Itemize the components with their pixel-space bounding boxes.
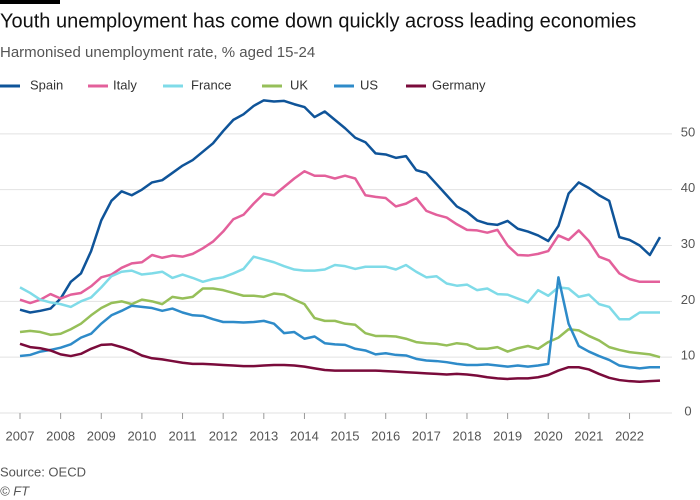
series-line xyxy=(19,99,662,314)
legend-label: UK xyxy=(290,77,308,92)
legend-label: France xyxy=(191,77,231,92)
x-tick-label: 2013 xyxy=(249,428,278,443)
x-tick-label: 2015 xyxy=(331,428,360,443)
legend-label: Italy xyxy=(113,77,137,92)
credit: © FT xyxy=(0,483,30,498)
y-tick-label: 40 xyxy=(681,180,695,195)
y-tick-label: 50 xyxy=(681,124,695,139)
x-tick-label: 2020 xyxy=(534,428,563,443)
y-tick-label: 20 xyxy=(681,292,695,307)
x-tick-label: 2018 xyxy=(453,428,482,443)
chart-subtitle: Harmonised unemployment rate, % aged 15-… xyxy=(0,44,315,61)
x-tick-label: 2021 xyxy=(574,428,603,443)
chart-title: Youth unemployment has come down quickly… xyxy=(0,10,636,32)
legend-label: Spain xyxy=(30,77,63,92)
x-tick-label: 2008 xyxy=(46,428,75,443)
brand-bar xyxy=(0,0,60,4)
y-tick-label: 0 xyxy=(684,403,691,418)
legend-label: US xyxy=(360,77,378,92)
x-tick-label: 2011 xyxy=(169,428,197,443)
x-tick-label: 2019 xyxy=(493,428,522,443)
x-tick-label: 2007 xyxy=(6,428,35,443)
series-line xyxy=(19,169,660,305)
y-tick-label: 30 xyxy=(681,236,695,251)
series-line xyxy=(19,287,661,359)
x-tick-label: 2022 xyxy=(615,428,644,443)
y-tick-label: 10 xyxy=(681,348,695,363)
x-tick-label: 2012 xyxy=(209,428,238,443)
source: Source: OECD xyxy=(0,464,86,479)
series-line xyxy=(19,255,660,321)
series-line xyxy=(19,342,661,383)
series-line xyxy=(19,276,660,370)
x-tick-label: 2014 xyxy=(290,428,319,443)
x-tick-label: 2009 xyxy=(87,428,116,443)
x-tick-label: 2017 xyxy=(412,428,441,443)
legend-label: Germany xyxy=(432,77,486,92)
x-tick-label: 2010 xyxy=(127,428,156,443)
x-tick-label: 2016 xyxy=(371,428,400,443)
